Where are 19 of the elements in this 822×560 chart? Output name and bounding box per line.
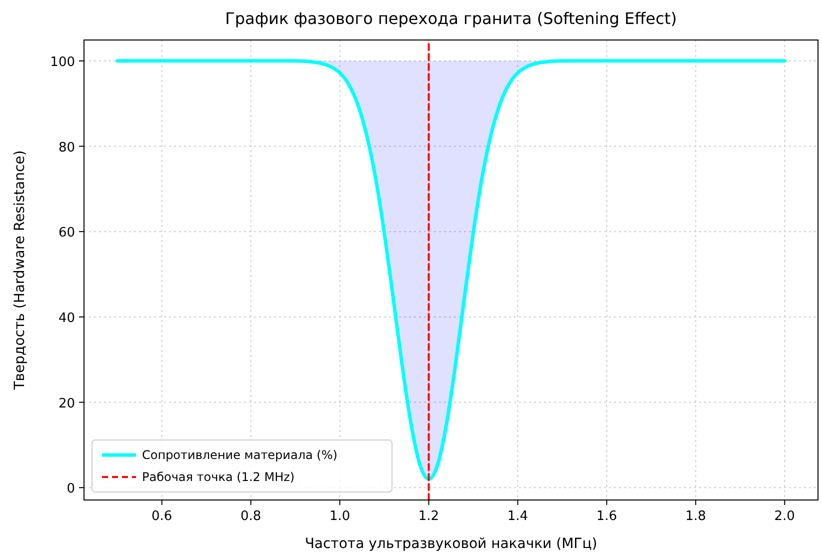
- y-tick-label: 40: [58, 310, 75, 326]
- y-tick-label: 20: [58, 396, 75, 412]
- y-tick-label: 80: [58, 140, 75, 156]
- x-tick-label: 1.0: [329, 509, 350, 524]
- legend-label: Сопротивление материала (%): [142, 448, 338, 462]
- x-tick-label: 1.8: [685, 509, 706, 524]
- x-tick-label: 1.6: [596, 509, 618, 524]
- y-tick-label: 60: [58, 226, 75, 241]
- y-axis-title: Твердость (Hardware Resistance): [12, 150, 28, 391]
- chart-title: График фазового перехода гранита (Softening Effect): [225, 9, 677, 28]
- y-tick-label: 0: [66, 482, 75, 497]
- legend-label: Рабочая точка (1.2 MHz): [142, 470, 295, 484]
- x-axis-title: Частота ультразвуковой накачки (МГц): [304, 536, 598, 552]
- y-tick-label: 100: [50, 54, 75, 70]
- x-tick-label: 2.0: [774, 509, 795, 524]
- x-tick-label: 0.6: [152, 509, 172, 524]
- x-tick-label: 1.2: [418, 509, 440, 524]
- x-tick-label: 1.4: [507, 509, 528, 524]
- x-tick-label: 0.8: [240, 509, 262, 524]
